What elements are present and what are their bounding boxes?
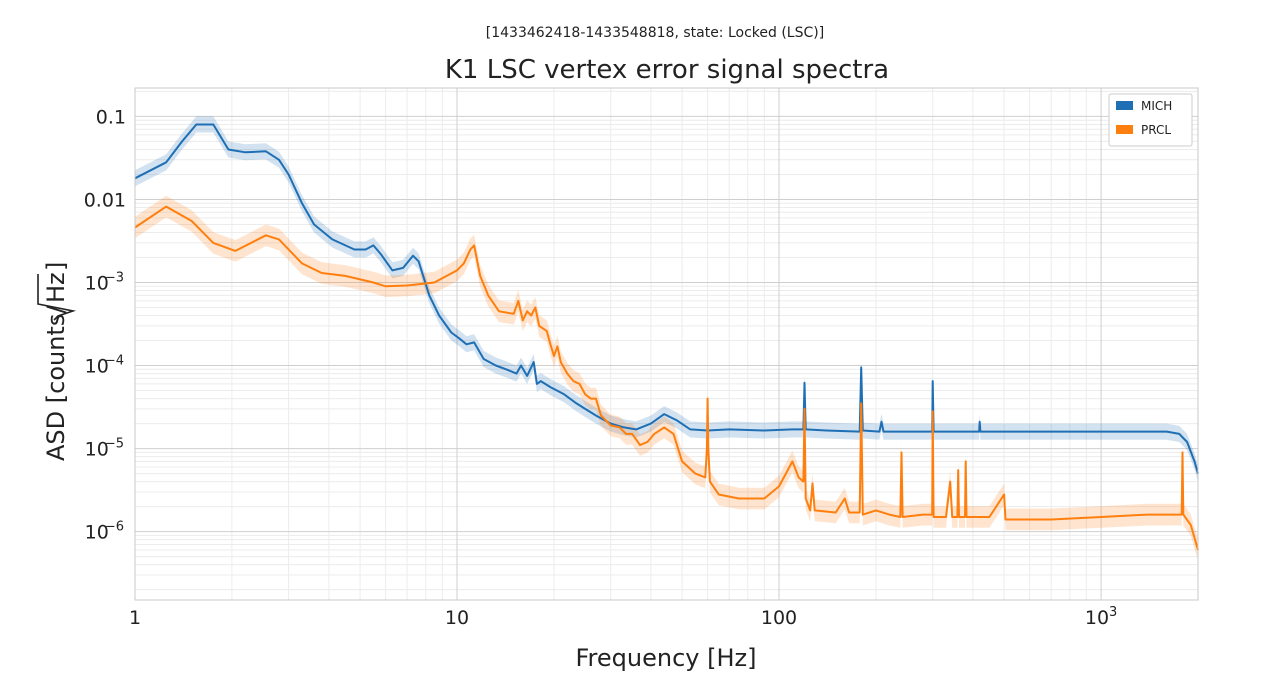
chart-title: K1 LSC vertex error signal spectra [445,55,889,85]
legend: MICH PRCL [1108,93,1193,147]
x-tick-label: 10 [445,607,469,629]
y-tick-label: 0.01 [84,190,126,212]
x-tick-label: 100 [761,607,797,629]
y-tick-label: −510 [85,437,124,461]
y-tick-base: 10 [85,356,109,378]
major-grid [134,88,1198,600]
y-tick-exponent: −5 [105,437,124,452]
legend-label-prcl: PRCL [1141,123,1171,137]
x-tick-label: 1 [129,607,141,629]
legend-swatch-mich [1116,101,1133,110]
y-tick-exponent: −4 [105,354,124,369]
y-axis-label-close: ] [42,262,70,271]
y-tick-label: 0.1 [96,106,126,128]
legend-swatch-prcl [1116,125,1133,134]
y-tick-base: 0.01 [84,190,126,212]
sqrt-sign [37,274,77,321]
series-band-prcl [135,195,1198,561]
y-axis-label: ASD [counts/ Hz ] [37,262,77,461]
series-line-mich [134,123,1199,474]
series-layer [134,116,1199,561]
series-line-prcl [134,205,1199,551]
y-axis-label-main: ASD [counts/ [42,305,70,461]
series-band-mich [135,116,1198,482]
y-tick-label: −410 [85,354,124,378]
y-axis-label-root: Hz [42,272,70,303]
y-tick-label: −310 [85,271,124,295]
x-tick-exponent: 3 [1109,605,1117,620]
y-tick-label: −610 [85,520,124,544]
plot-frame [134,87,1199,601]
y-tick-base: 10 [85,439,109,461]
legend-label-mich: MICH [1141,99,1172,113]
x-axis-label: Frequency [Hz] [576,644,757,672]
chart-subtitle: [1433462418-1433548818, state: Locked (L… [486,25,824,41]
y-tick-exponent: −3 [105,271,124,286]
minor-grid [135,88,1199,600]
plot-area [135,88,1198,600]
y-tick-exponent: −6 [105,520,124,535]
y-tick-base: 10 [85,522,109,544]
y-tick-base: 0.1 [96,106,126,128]
y-tick-base: 10 [85,273,109,295]
